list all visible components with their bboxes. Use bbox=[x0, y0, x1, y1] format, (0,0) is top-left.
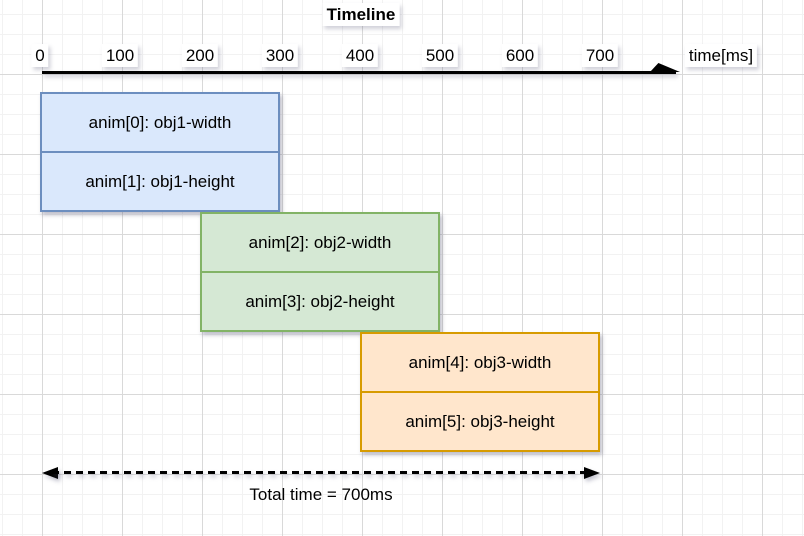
diagram-title: Timeline bbox=[322, 3, 400, 26]
anim-bar-label: anim[5]: obj3-height bbox=[405, 411, 555, 431]
anim-group-obj3: anim[4]: obj3-width anim[5]: obj3-height bbox=[360, 332, 600, 452]
axis-unit-label: time[ms] bbox=[684, 44, 758, 67]
anim-group-obj2: anim[2]: obj2-width anim[3]: obj2-height bbox=[200, 212, 440, 332]
anim-bar-label: anim[4]: obj3-width bbox=[408, 352, 552, 372]
right-arrowhead-icon bbox=[584, 467, 600, 479]
axis-tick-label: 500 bbox=[421, 44, 459, 67]
axis-tick-label: 600 bbox=[501, 44, 539, 67]
dashed-line bbox=[52, 471, 590, 474]
anim-bar: anim[4]: obj3-width bbox=[362, 334, 598, 391]
axis-tick-label: 0 bbox=[31, 44, 49, 67]
axis-tick-label: 300 bbox=[261, 44, 299, 67]
anim-bar-label: anim[1]: obj1-height bbox=[85, 171, 235, 191]
anim-bar: anim[2]: obj2-width bbox=[202, 214, 438, 271]
anim-bar-label: anim[2]: obj2-width bbox=[248, 232, 392, 252]
axis-arrowhead-icon bbox=[650, 63, 680, 72]
axis-tick-label: 400 bbox=[341, 44, 379, 67]
anim-group-obj1: anim[0]: obj1-width anim[1]: obj1-height bbox=[40, 92, 280, 212]
anim-bar: anim[0]: obj1-width bbox=[42, 94, 278, 151]
axis-tick-label: 700 bbox=[581, 44, 619, 67]
anim-bar: anim[1]: obj1-height bbox=[42, 151, 278, 210]
anim-bar: anim[3]: obj2-height bbox=[202, 271, 438, 330]
total-time-label: Total time = 700ms bbox=[249, 485, 393, 504]
axis-tick-label: 100 bbox=[101, 44, 139, 67]
anim-bar: anim[5]: obj3-height bbox=[362, 391, 598, 450]
anim-bar-label: anim[3]: obj2-height bbox=[245, 291, 395, 311]
axis-tick-label: 200 bbox=[181, 44, 219, 67]
anim-bar-label: anim[0]: obj1-width bbox=[88, 112, 232, 132]
axis-line bbox=[42, 71, 676, 74]
left-arrowhead-icon bbox=[42, 467, 58, 479]
